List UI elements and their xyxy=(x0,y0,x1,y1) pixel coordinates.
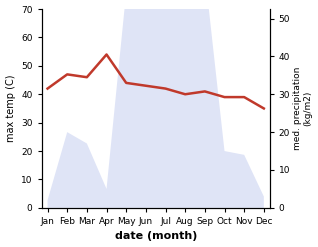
X-axis label: date (month): date (month) xyxy=(114,231,197,242)
Y-axis label: med. precipitation
(kg/m2): med. precipitation (kg/m2) xyxy=(293,67,313,150)
Y-axis label: max temp (C): max temp (C) xyxy=(5,75,16,142)
